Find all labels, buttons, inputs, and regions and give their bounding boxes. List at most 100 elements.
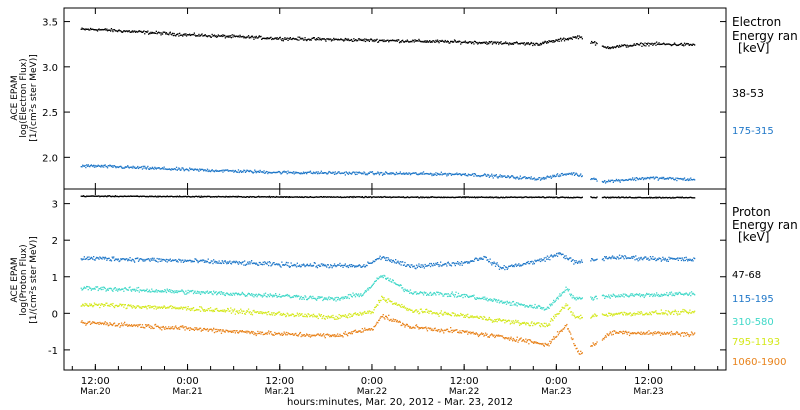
data-point [193, 291, 195, 293]
data-point [168, 168, 171, 170]
data-point [427, 264, 429, 267]
data-point [480, 175, 482, 177]
data-point [615, 258, 618, 260]
data-point [233, 196, 236, 198]
data-point [302, 334, 305, 336]
data-point [199, 35, 202, 37]
data-point [303, 172, 305, 175]
data-point [683, 260, 685, 262]
data-point [652, 295, 654, 298]
data-point [676, 257, 679, 259]
data-point [89, 166, 91, 168]
data-point [613, 197, 615, 199]
data-point [203, 327, 205, 330]
data-point [535, 307, 537, 309]
data-point [240, 36, 243, 38]
data-point [233, 34, 235, 36]
data-point [355, 313, 357, 316]
data-point [413, 311, 415, 313]
data-point [510, 196, 512, 198]
data-point [392, 303, 394, 305]
data-point [680, 196, 682, 198]
data-point [200, 259, 202, 261]
data-point [503, 42, 505, 44]
data-point [592, 41, 594, 44]
data-point [333, 39, 336, 41]
data-point [519, 304, 521, 306]
data-point [557, 298, 559, 300]
data-point [539, 44, 541, 46]
data-point [88, 165, 90, 167]
data-point [635, 294, 637, 296]
data-point [341, 264, 343, 267]
data-point [148, 290, 150, 293]
data-point [122, 31, 124, 33]
data-point [441, 313, 443, 315]
data-point [634, 44, 636, 46]
data-point [501, 175, 503, 177]
data-point [205, 170, 207, 172]
data-point [376, 304, 378, 306]
data-point [245, 37, 247, 39]
data-point [143, 289, 145, 291]
data-point [432, 265, 434, 267]
data-point [415, 309, 417, 311]
data-point [208, 292, 210, 294]
data-point [532, 307, 535, 309]
data-point [417, 174, 419, 176]
data-point [590, 178, 592, 181]
data-point [80, 287, 82, 289]
data-point [625, 312, 628, 314]
data-point [568, 172, 570, 175]
data-point [197, 196, 199, 198]
data-point [252, 331, 254, 333]
data-point [151, 257, 154, 259]
data-point [609, 47, 611, 50]
data-point [148, 307, 151, 309]
data-point [381, 39, 383, 41]
data-point [683, 309, 686, 311]
data-point [349, 316, 351, 318]
data-point [170, 169, 172, 171]
data-point [382, 196, 384, 198]
data-point [209, 36, 212, 38]
data-point [370, 286, 372, 288]
data-point [245, 263, 247, 266]
data-point [338, 298, 340, 300]
data-point [446, 196, 449, 198]
data-point [292, 37, 294, 40]
data-point [192, 292, 195, 295]
data-point [560, 294, 563, 296]
data-point [363, 197, 365, 199]
data-point [437, 313, 439, 316]
data-point [661, 176, 663, 179]
data-point [614, 313, 616, 315]
data-point [543, 322, 545, 324]
data-point [560, 254, 563, 256]
data-point [268, 294, 270, 296]
data-point [357, 39, 359, 42]
data-point [403, 290, 405, 293]
data-point [190, 307, 192, 310]
data-point [443, 264, 445, 266]
data-point [175, 308, 177, 310]
data-point [209, 196, 212, 198]
data-point [441, 293, 443, 295]
electron-legend-series-0: 38-53 [732, 87, 764, 100]
data-point [196, 35, 199, 37]
data-point [351, 265, 353, 268]
data-point [152, 167, 154, 170]
data-point [121, 195, 123, 197]
data-point [370, 262, 372, 264]
data-point [666, 313, 668, 315]
data-point [201, 33, 203, 35]
data-point [302, 196, 304, 198]
data-point [635, 255, 637, 257]
data-point [641, 197, 643, 199]
data-point [656, 176, 659, 179]
data-point [443, 196, 445, 198]
data-point [370, 38, 372, 40]
data-point [391, 260, 394, 262]
data-point [443, 41, 446, 43]
data-point [278, 38, 280, 40]
